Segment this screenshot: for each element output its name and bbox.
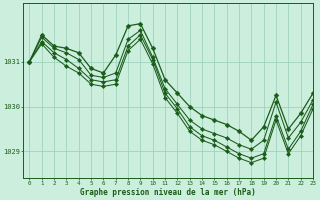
X-axis label: Graphe pression niveau de la mer (hPa): Graphe pression niveau de la mer (hPa)	[80, 188, 256, 197]
